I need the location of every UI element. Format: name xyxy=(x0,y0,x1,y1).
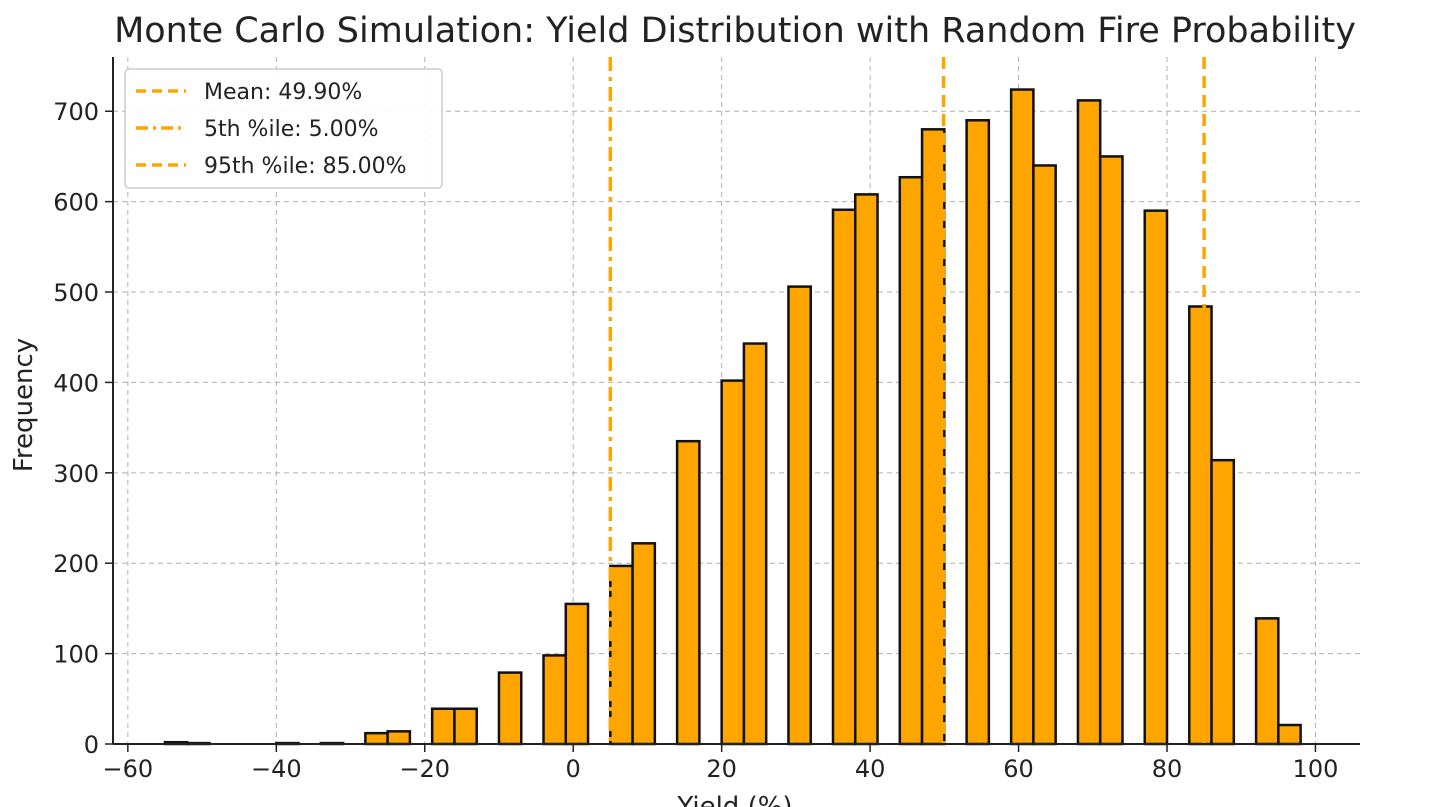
axes xyxy=(112,57,1360,745)
histogram-bar xyxy=(542,654,568,746)
legend-box xyxy=(124,68,443,189)
histogram-bar xyxy=(898,175,924,746)
histogram-bar xyxy=(430,707,456,746)
histogram-bar xyxy=(631,542,657,746)
histogram-bar xyxy=(564,602,590,746)
x-tick-label: 100 xyxy=(1293,755,1339,783)
histogram-bar xyxy=(1098,155,1124,746)
x-tick-label: −40 xyxy=(251,755,302,783)
x-tick-label: 80 xyxy=(1152,755,1183,783)
x-tick-label: −20 xyxy=(399,755,450,783)
y-tick-label: 600 xyxy=(53,189,99,217)
histogram-bar xyxy=(1210,458,1236,746)
histogram-bar xyxy=(920,128,946,746)
legend-entry-label: 5th %ile: 5.00% xyxy=(204,117,379,142)
y-tick-label: 400 xyxy=(53,369,99,397)
histogram-bar xyxy=(364,731,389,746)
y-axis-label: Frequency xyxy=(9,338,39,472)
x-axis-label: Yield (%) xyxy=(676,792,792,807)
x-tick-label: 60 xyxy=(1003,755,1034,783)
x-tick-label: 20 xyxy=(706,755,737,783)
histogram-bar xyxy=(742,342,768,746)
y-tick-label: 500 xyxy=(53,279,99,307)
histogram-bar xyxy=(1188,305,1213,746)
histogram-bar xyxy=(1254,617,1280,746)
histogram-bar xyxy=(787,285,812,746)
histogram-bar xyxy=(386,730,412,746)
y-tick-label: 700 xyxy=(53,98,99,126)
legend: Mean: 49.90% 5th %ile: 5.00% 95th %ile: 85… xyxy=(124,68,443,189)
x-tick-label: −60 xyxy=(103,755,154,783)
histogram-bar xyxy=(1277,723,1302,746)
y-tick-label: 300 xyxy=(53,460,99,488)
tick-labels: −60 −40 −20 0 20 40 60 80 100 0 100 200 300 400 500 600… xyxy=(53,98,1338,783)
histogram-bar xyxy=(675,439,701,746)
histogram-bar xyxy=(965,119,991,746)
y-tick-label: 100 xyxy=(53,641,99,669)
histogram-bar xyxy=(1032,164,1057,746)
x-tick-label: 0 xyxy=(566,755,581,783)
chart-title: Monte Carlo Simulation: Yield Distributi… xyxy=(114,11,1356,51)
legend-entry-label: Mean: 49.90% xyxy=(204,80,362,105)
y-tick-label: 0 xyxy=(84,731,99,759)
histogram-bars xyxy=(163,88,1302,746)
histogram-bar xyxy=(609,564,634,746)
histogram-bar xyxy=(854,193,879,746)
histogram-bar xyxy=(831,208,857,746)
y-tick-label: 200 xyxy=(53,550,99,578)
histogram-bar xyxy=(497,671,523,746)
histogram-bar xyxy=(1009,88,1035,746)
histogram-bar xyxy=(453,707,478,746)
histogram-bar xyxy=(1076,99,1102,746)
histogram-bar xyxy=(1143,209,1169,746)
x-tick-label: 40 xyxy=(855,755,886,783)
histogram-bar xyxy=(720,379,746,746)
legend-entry-label: 95th %ile: 85.00% xyxy=(204,154,407,179)
reference-lines xyxy=(608,57,1206,744)
